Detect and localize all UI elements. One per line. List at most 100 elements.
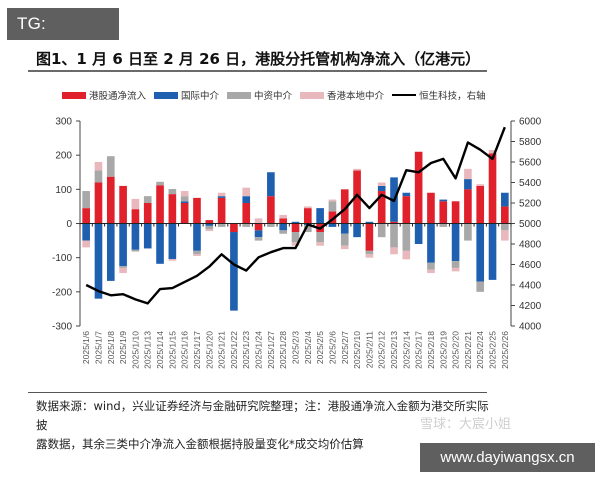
bar-segment: [476, 223, 485, 282]
bar-segment: [501, 230, 509, 241]
source-line-1: 数据来源：wind，兴业证券经济与金融研究院整理；注：港股通净流入金额为港交所实…: [36, 399, 489, 432]
bar-segment: [365, 250, 374, 255]
bar-segment: [340, 233, 349, 246]
bar-segment: [180, 196, 189, 202]
legend-item-chinese: 中资中介: [227, 88, 292, 102]
x-tick-label: 2025/2/21: [463, 331, 473, 369]
x-tick-label: 2025/1/8: [106, 331, 116, 364]
bar-segment: [180, 203, 189, 224]
bar-segment: [267, 196, 275, 224]
bar-segment: [291, 221, 300, 224]
right-tick-label: 5200: [519, 199, 542, 210]
x-tick-label: 2025/2/19: [438, 331, 448, 369]
bar-segment: [168, 259, 177, 261]
right-tick-label: 5600: [519, 158, 542, 169]
bar-segment: [230, 223, 238, 233]
bar-segment: [279, 214, 288, 219]
site-badge: www.dayiwangsx.cn: [420, 443, 595, 472]
bar-segment: [402, 196, 411, 224]
legend-swatch: [62, 91, 86, 99]
bar-segment: [242, 223, 251, 227]
left-tick-label: 100: [55, 185, 72, 196]
legend-label: 香港本地中介: [327, 91, 385, 102]
bar-segment: [82, 223, 90, 241]
bar-segment: [316, 232, 324, 243]
bar-segment: [377, 223, 386, 238]
bar-segment: [451, 201, 460, 224]
bar-segment: [427, 269, 435, 274]
bar-segment: [217, 197, 226, 224]
xueqiu-watermark: 雪球：大宸小姐: [420, 417, 512, 432]
tg-badge: TG: MYYJJPP: [7, 8, 119, 65]
bar-segment: [316, 208, 324, 224]
x-tick-label: 2025/1/9: [118, 331, 128, 364]
x-tick-label: 2025/2/14: [401, 331, 411, 369]
bar-segment: [119, 185, 127, 224]
bar-segment: [488, 223, 497, 280]
bar-segment: [131, 249, 140, 252]
bar-segment: [205, 223, 214, 226]
x-tick-label: 2025/2/20: [451, 331, 461, 369]
bar-segment: [279, 223, 288, 231]
bar-segment: [205, 220, 214, 224]
left-tick-label: -100: [52, 253, 72, 264]
bar-segment: [328, 223, 337, 227]
bar-segment: [365, 254, 374, 258]
bar-segment: [451, 261, 460, 268]
x-tick-label: 2025/1/22: [229, 331, 239, 369]
x-tick-label: 2025/1/23: [241, 331, 251, 369]
chart-legend: 港股通净流入 国际中介 中资中介 香港本地中介 恒生科技，右轴: [62, 88, 494, 102]
bar-segment: [402, 250, 411, 260]
x-tick-label: 2025/1/24: [254, 331, 264, 369]
bar-segment: [279, 230, 288, 234]
bar-segment: [377, 182, 386, 186]
bar-segment: [143, 203, 152, 224]
left-tick-label: 300: [55, 117, 72, 128]
bar-segment: [131, 198, 140, 210]
bar-segment: [168, 188, 177, 195]
legend-swatch: [227, 91, 252, 99]
bar-segment: [303, 206, 312, 209]
bar-segment: [106, 156, 115, 177]
bar-segment: [82, 208, 90, 224]
right-tick-label: 4000: [519, 322, 542, 333]
x-tick-label: 2025/1/20: [204, 331, 214, 369]
bar-segment: [205, 225, 214, 230]
bar-segment: [106, 176, 115, 224]
bar-segment: [365, 221, 374, 224]
x-tick-label: 2025/1/10: [130, 331, 140, 369]
bar-segment: [168, 194, 177, 224]
x-tick-label: 2025/1/16: [180, 331, 190, 369]
bar-segment: [464, 189, 472, 224]
bar-segment: [427, 223, 435, 263]
bar-segment: [180, 201, 189, 203]
stacked-bar-line-chart: 300 200 100 0 -100 -200 -300 6000 5800 5600 5400 52…: [52, 117, 542, 369]
bar-segment: [316, 242, 324, 246]
x-tick-label: 2025/1/21: [217, 331, 227, 369]
bar-segment: [390, 247, 398, 255]
x-tick-label: 2025/1/6: [81, 331, 91, 364]
legend-swatch: [154, 91, 179, 99]
bar-segment: [303, 225, 312, 233]
bar-segment: [242, 203, 251, 224]
legend-item-international: 国际中介: [154, 88, 219, 102]
bar-segment: [119, 267, 127, 274]
bar-segment: [82, 240, 90, 248]
bar-segment: [303, 208, 312, 224]
hstech-line: [85, 126, 506, 305]
left-tick-label: 0: [66, 219, 72, 230]
x-tick-label: 2025/2/7: [340, 331, 350, 364]
x-tick-label: 2025/2/10: [352, 331, 362, 369]
bar-segment: [464, 223, 472, 241]
bar-segment: [402, 192, 411, 197]
bar-segment: [414, 223, 423, 244]
x-tick-label: 2025/2/12: [377, 331, 387, 369]
x-tick-label: 2025/2/11: [364, 331, 374, 368]
bar-segment: [156, 223, 164, 264]
bar-segment: [106, 223, 115, 281]
bar-segment: [390, 221, 398, 224]
bar-segment: [279, 218, 288, 224]
bar-segment: [94, 182, 103, 224]
x-tick-label: 2025/1/17: [192, 331, 202, 369]
left-tick-label: 200: [55, 151, 72, 162]
